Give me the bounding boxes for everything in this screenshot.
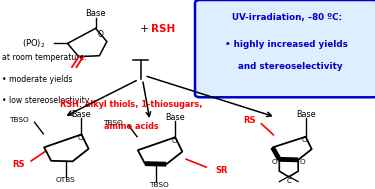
Text: • moderate yields: • moderate yields [2,75,72,84]
Text: amino acids: amino acids [104,122,159,131]
Text: O: O [97,30,103,40]
Text: O: O [78,135,84,141]
Text: and stereoselectivity: and stereoselectivity [231,62,342,71]
Text: (PO)$_2$: (PO)$_2$ [22,37,45,50]
Text: • low stereoselectivity: • low stereoselectivity [2,96,89,105]
Text: UV-irradiation, –80 ºC:: UV-irradiation, –80 ºC: [232,13,342,22]
Text: C: C [286,178,291,184]
Text: RS: RS [243,116,256,125]
Text: at room temperature:: at room temperature: [2,53,87,62]
FancyBboxPatch shape [195,0,375,97]
Text: O: O [300,159,306,165]
Text: TBSO: TBSO [9,117,28,123]
Text: • highly increased yields: • highly increased yields [225,40,348,49]
Text: TBSO: TBSO [103,120,122,126]
Text: Base: Base [85,9,106,18]
Text: TBSO: TBSO [150,182,169,188]
Text: +: + [140,24,149,34]
Text: Base: Base [296,110,315,119]
Text: Base: Base [165,113,185,122]
Text: Base: Base [72,110,91,119]
Text: RSH: RSH [151,24,175,34]
Text: O: O [172,138,177,144]
Text: O: O [302,137,308,143]
Text: OTBS: OTBS [56,177,75,183]
Text: RSH: alkyl thiols, 1-thiosugars,: RSH: alkyl thiols, 1-thiosugars, [60,100,202,109]
Text: O: O [272,159,278,165]
Text: RS: RS [12,160,25,169]
Text: SR: SR [215,166,228,174]
